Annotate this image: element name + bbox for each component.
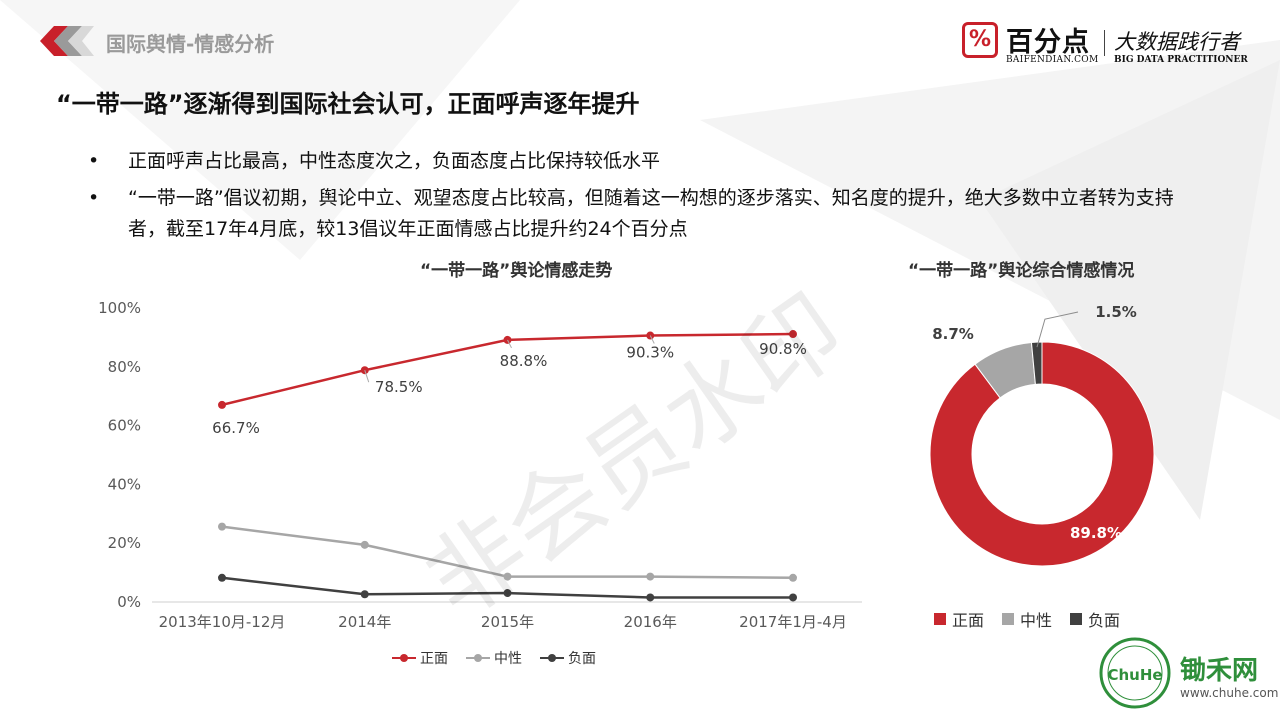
x-tick-label: 2015年 xyxy=(481,613,534,631)
x-tick-label: 2014年 xyxy=(338,613,391,631)
data-label: 90.8% xyxy=(759,340,807,358)
data-point xyxy=(218,573,226,582)
data-point xyxy=(360,540,369,549)
data-point xyxy=(360,590,369,599)
data-label: 90.3% xyxy=(626,344,674,362)
data-label-leader xyxy=(364,370,370,383)
legend-swatch xyxy=(540,654,564,662)
data-label-leader xyxy=(507,339,512,349)
chuhe-logo-text: ChuHe xyxy=(1107,666,1162,684)
chuhe-name: 锄禾网 xyxy=(1180,656,1259,686)
chuhe-logo-icon: ChuHe xyxy=(1099,637,1171,709)
legend-swatch xyxy=(392,654,416,662)
legend-swatch xyxy=(1070,613,1083,625)
legend-label: 负面 xyxy=(1088,611,1121,630)
data-label: 88.8% xyxy=(500,352,548,370)
y-tick-label: 40% xyxy=(108,475,141,493)
section-label: 国际舆情-情感分析 xyxy=(106,32,275,56)
brand-logo: % 百分点 BAIFENDIAN.COM 大数据践行者 BIG DATA PRA… xyxy=(962,22,1252,68)
legend-swatch xyxy=(934,613,946,625)
data-point xyxy=(646,593,655,602)
chuhe-url: www.chuhe.com xyxy=(1180,686,1279,700)
bullet-item: 正面呼声占比最高，中性态度次之，负面态度占比保持较低水平 xyxy=(88,146,1208,177)
x-tick-label: 2017年1月-4月 xyxy=(739,613,847,631)
page-title: “一带一路”逐渐得到国际社会认可，正面呼声逐年提升 xyxy=(56,90,640,118)
section-logo-icon xyxy=(40,26,94,56)
brand-slogan: 大数据践行者 xyxy=(1114,30,1240,54)
data-label-leader xyxy=(649,335,655,344)
legend-label: 中性 xyxy=(1020,611,1053,630)
legend-item: 正面 xyxy=(392,648,448,668)
bullet-item: “一带一路”倡议初期，舆论中立、观望态度占比较高，但随着这一构想的逐步落实、知名… xyxy=(88,183,1208,245)
x-tick-label: 2016年 xyxy=(624,613,677,631)
y-tick-label: 0% xyxy=(117,593,141,611)
data-point xyxy=(218,522,226,531)
y-tick-label: 80% xyxy=(108,358,141,376)
legend-swatch xyxy=(466,654,490,662)
brand-divider xyxy=(1104,30,1105,56)
line-chart-legend: 正面 中性 负面 xyxy=(392,648,614,668)
line-chart-title: “一带一路”舆论情感走势 xyxy=(420,261,613,281)
data-point xyxy=(789,330,797,339)
percent-icon: % xyxy=(962,22,998,58)
legend-label: 正面 xyxy=(952,611,985,630)
legend-label: 正面 xyxy=(420,651,448,667)
series-line xyxy=(221,525,794,580)
y-tick-label: 100% xyxy=(98,299,141,317)
data-point xyxy=(789,593,797,602)
donut-chart-title: “一带一路”舆论综合情感情况 xyxy=(908,261,1135,281)
bullet-list: 正面呼声占比最高，中性态度次之，负面态度占比保持较低水平 “一带一路”倡议初期，… xyxy=(88,146,1208,251)
data-label: 66.7% xyxy=(212,419,260,437)
donut-chart-legend: 正面 中性 负面 xyxy=(934,607,1138,631)
data-point xyxy=(646,572,655,581)
legend-item: 正面 xyxy=(934,607,984,631)
legend-item: 中性 xyxy=(466,648,522,668)
data-point xyxy=(503,572,512,581)
data-label: 78.5% xyxy=(375,378,423,396)
legend-item: 中性 xyxy=(1002,607,1052,631)
y-tick-label: 60% xyxy=(108,417,141,435)
y-tick-label: 20% xyxy=(108,534,141,552)
brand-domain: BAIFENDIAN.COM xyxy=(1006,55,1099,65)
legend-item: 负面 xyxy=(540,648,596,668)
brand-name: 百分点 xyxy=(1006,27,1090,58)
legend-swatch xyxy=(1002,613,1015,625)
data-point xyxy=(503,589,512,598)
brand-slogan-en: BIG DATA PRACTITIONER xyxy=(1114,55,1248,65)
legend-item: 负面 xyxy=(1070,607,1120,631)
x-tick-label: 2013年10月-12月 xyxy=(159,613,286,631)
legend-label: 负面 xyxy=(568,651,596,667)
data-point xyxy=(789,573,797,582)
data-point xyxy=(218,400,226,409)
legend-label: 中性 xyxy=(494,651,522,667)
